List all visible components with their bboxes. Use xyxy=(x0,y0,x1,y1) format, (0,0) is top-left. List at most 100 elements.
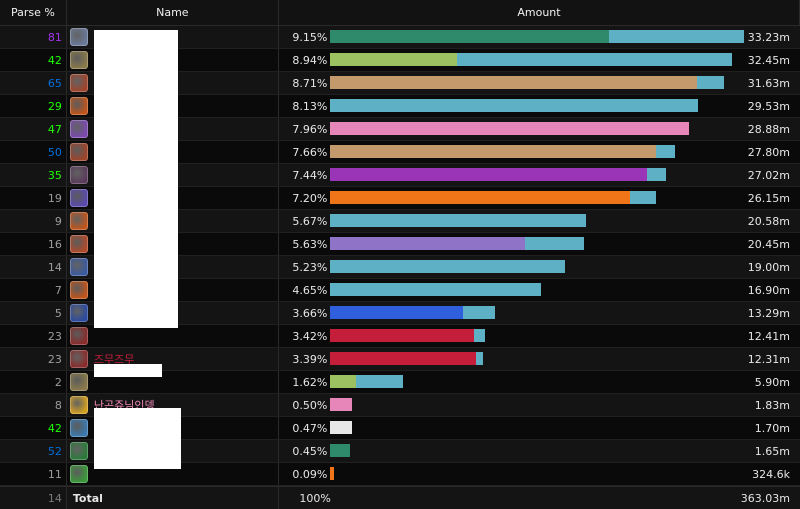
damage-bar xyxy=(330,191,744,204)
percent-value: 0.45% xyxy=(292,444,328,458)
table-row[interactable]: 14 5.23% 19.00m xyxy=(0,256,800,279)
table-row[interactable]: 50 7.66% 27.80m xyxy=(0,141,800,164)
hunter-icon xyxy=(69,51,88,69)
amount-value: 5.90m xyxy=(754,375,790,389)
table-row[interactable]: 81 9.15% 33.23m xyxy=(0,26,800,49)
table-row[interactable]: 5 3.66% 13.29m xyxy=(0,302,800,325)
parse-value: 19 xyxy=(0,187,67,209)
table-row[interactable]: 23 즈무즈무 3.39% 12.31m xyxy=(0,348,800,371)
player-name-cell[interactable]: 즈무즈무 xyxy=(67,348,280,370)
amount-cell: 5.67% 20.58m xyxy=(279,210,800,232)
amount-cell: 0.09% 324.6k xyxy=(279,463,800,485)
blood-icon xyxy=(69,327,88,345)
damage-bar-primary xyxy=(330,145,656,158)
percent-value: 5.63% xyxy=(292,237,328,251)
amount-cell: 7.20% 26.15m xyxy=(279,187,800,209)
table-row[interactable]: 47 7.96% 28.88m xyxy=(0,118,800,141)
table-row[interactable]: 52 0.45% 1.65m xyxy=(0,440,800,463)
percent-value: 3.66% xyxy=(292,306,328,320)
parse-value: 23 xyxy=(0,348,67,370)
table-row[interactable]: 16 5.63% 20.45m xyxy=(0,233,800,256)
player-name-cell[interactable] xyxy=(67,95,280,117)
damage-bar-primary xyxy=(330,30,610,43)
parse-value: 11 xyxy=(0,463,67,485)
table-row[interactable]: 2 1.62% 5.90m xyxy=(0,371,800,394)
damage-bar-primary xyxy=(330,421,353,434)
table-row[interactable]: 65 8.71% 31.63m xyxy=(0,72,800,95)
parse-header[interactable]: Parse % xyxy=(0,0,67,25)
table-header: Parse % Name Amount xyxy=(0,0,800,26)
table-row[interactable]: 9 5.67% 20.58m xyxy=(0,210,800,233)
name-header[interactable]: Name xyxy=(67,0,279,25)
fire-icon xyxy=(69,97,88,115)
damage-bar-secondary xyxy=(473,329,486,342)
player-name-cell[interactable] xyxy=(67,325,280,347)
damage-bar-primary xyxy=(330,375,357,388)
amount-cell: 5.23% 19.00m xyxy=(279,256,800,278)
amount-value: 28.88m xyxy=(747,122,790,136)
warrior-icon xyxy=(69,143,88,161)
damage-bar-primary xyxy=(330,76,698,89)
damage-bar xyxy=(330,30,745,43)
player-name-cell[interactable] xyxy=(67,72,280,94)
damage-bar-primary xyxy=(330,99,698,112)
warrior-icon xyxy=(69,74,88,92)
warlock-icon xyxy=(69,166,88,184)
damage-bar-primary xyxy=(330,122,690,135)
player-name-cell[interactable] xyxy=(67,118,280,140)
player-name[interactable]: 즈무즈무 xyxy=(93,353,135,366)
percent-value: 8.94% xyxy=(292,53,328,67)
damage-bar-secondary xyxy=(545,260,566,273)
amount-cell: 0.50% 1.83m xyxy=(279,394,800,416)
table-row[interactable]: 29 8.13% 29.53m xyxy=(0,95,800,118)
table-row[interactable]: 7 4.65% 16.90m xyxy=(0,279,800,302)
parse-value: 42 xyxy=(0,49,67,71)
damage-bar-primary xyxy=(330,283,542,296)
percent-value: 8.71% xyxy=(292,76,328,90)
damage-bar xyxy=(330,76,744,89)
player-name-cell[interactable] xyxy=(67,371,280,393)
amount-value: 16.90m xyxy=(747,283,790,297)
table-row[interactable]: 35 7.44% 27.02m xyxy=(0,164,800,187)
table-row[interactable]: 42 8.94% 32.45m xyxy=(0,49,800,72)
nature-icon xyxy=(69,442,88,460)
player-name-cell[interactable] xyxy=(67,141,280,163)
damage-bar-primary xyxy=(330,352,476,365)
table-row[interactable]: 23 3.42% 12.41m xyxy=(0,325,800,348)
damage-bar xyxy=(330,214,744,227)
slash-icon xyxy=(69,235,88,253)
player-name-cell[interactable] xyxy=(67,49,280,71)
player-name-cell[interactable] xyxy=(67,256,280,278)
percent-value: 7.20% xyxy=(292,191,328,205)
player-name-cell[interactable] xyxy=(67,302,280,324)
player-name-cell[interactable] xyxy=(67,233,280,255)
damage-bar-primary xyxy=(330,467,335,480)
player-name-cell[interactable] xyxy=(67,164,280,186)
amount-header[interactable]: Amount xyxy=(279,0,800,25)
percent-value: 8.13% xyxy=(292,99,328,113)
player-name-cell[interactable] xyxy=(67,463,280,485)
fire-icon xyxy=(69,212,88,230)
table-row[interactable]: 11 0.09% 324.6k xyxy=(0,463,800,486)
player-name-cell[interactable] xyxy=(67,417,280,439)
damage-bar-secondary xyxy=(655,145,676,158)
damage-bar-primary xyxy=(330,444,351,457)
damage-bar-secondary xyxy=(475,352,483,365)
amount-cell: 7.96% 28.88m xyxy=(279,118,800,140)
table-row[interactable]: 19 7.20% 26.15m xyxy=(0,187,800,210)
player-name-cell[interactable] xyxy=(67,26,280,48)
damage-bar xyxy=(330,122,744,135)
frost-nova-icon xyxy=(69,419,88,437)
percent-value: 0.09% xyxy=(292,467,328,481)
player-name-cell[interactable] xyxy=(67,210,280,232)
damage-bar xyxy=(330,145,744,158)
holy-icon xyxy=(69,396,88,414)
amount-value: 20.58m xyxy=(747,214,790,228)
player-name-cell[interactable] xyxy=(67,279,280,301)
amount-value: 324.6k xyxy=(752,467,790,481)
player-name-cell[interactable] xyxy=(67,440,280,462)
percent-value: 7.44% xyxy=(292,168,328,182)
percent-value: 0.50% xyxy=(292,398,328,412)
table-row[interactable]: 42 0.47% 1.70m xyxy=(0,417,800,440)
player-name-cell[interactable] xyxy=(67,187,280,209)
